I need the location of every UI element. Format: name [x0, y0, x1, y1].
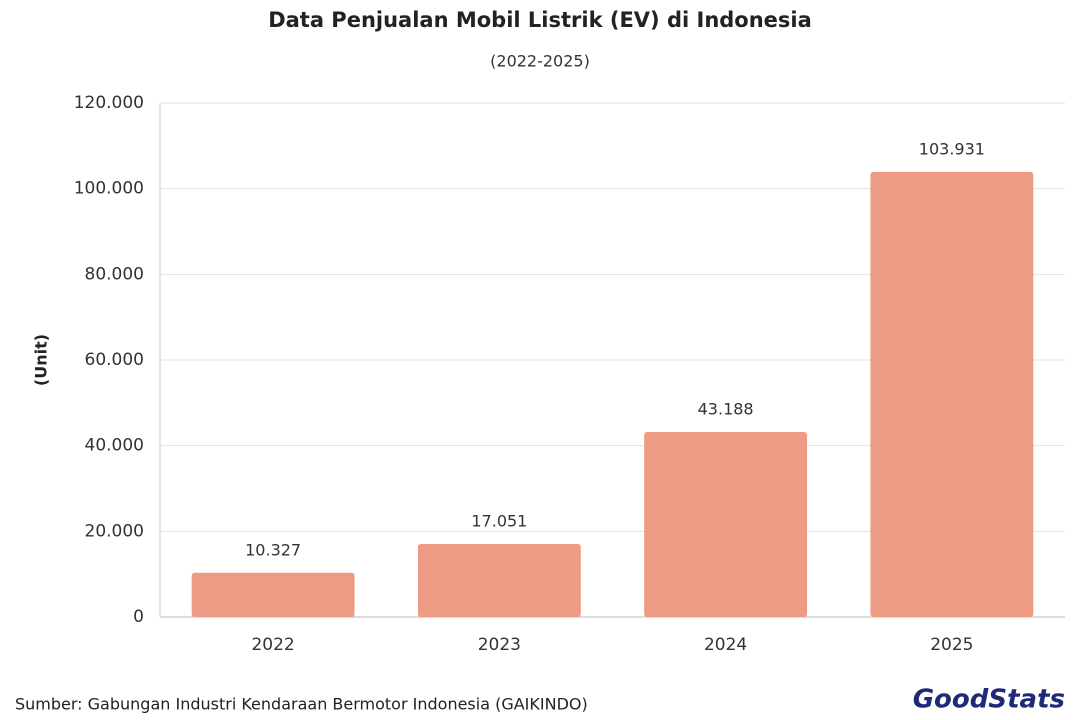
value-label: 43.188	[698, 400, 754, 419]
y-tick-label: 40.000	[85, 436, 144, 456]
y-tick-label: 120.000	[74, 93, 144, 113]
x-tick-label: 2023	[478, 635, 521, 655]
x-tick-label: 2024	[704, 635, 747, 655]
y-tick-label: 100.000	[74, 179, 144, 199]
y-tick-label: 60.000	[85, 350, 144, 370]
y-axis-label: (Unit)	[32, 334, 51, 386]
x-tick-label: 2022	[251, 635, 294, 655]
y-tick-label: 80.000	[85, 264, 144, 284]
y-tick-label: 0	[133, 607, 144, 627]
bar	[644, 432, 808, 617]
logo: GoodStats	[913, 685, 1065, 715]
y-tick-label: 20.000	[85, 521, 144, 541]
x-tick-label: 2025	[930, 635, 973, 655]
value-label: 17.051	[471, 511, 527, 530]
value-label: 10.327	[245, 540, 301, 559]
bar	[870, 171, 1034, 617]
bar	[191, 572, 355, 617]
value-label: 103.931	[919, 139, 985, 158]
bar	[417, 543, 581, 617]
source: Sumber: Gabungan Industri Kendaraan Berm…	[15, 695, 588, 714]
chart-subtitle: (2022-2025)	[490, 52, 590, 71]
chart-title: Data Penjualan Mobil Listrik (EV) di Ind…	[268, 8, 812, 32]
